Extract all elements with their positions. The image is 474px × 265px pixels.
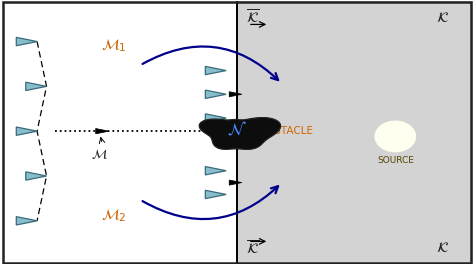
Ellipse shape <box>375 121 415 152</box>
Polygon shape <box>205 66 226 75</box>
Text: $\mathcal{M}_2$: $\mathcal{M}_2$ <box>101 207 127 224</box>
Text: $\mathcal{K}$: $\mathcal{K}$ <box>436 241 449 255</box>
Polygon shape <box>16 217 37 225</box>
Text: $\mathcal{N}$: $\mathcal{N}$ <box>227 121 246 139</box>
Bar <box>0 1 237 264</box>
Polygon shape <box>205 114 226 122</box>
Polygon shape <box>205 90 226 99</box>
Text: $\overline{\mathcal{K}}$: $\overline{\mathcal{K}}$ <box>246 239 259 257</box>
Polygon shape <box>16 127 37 135</box>
Polygon shape <box>26 82 46 91</box>
Text: $\mathcal{K}$: $\mathcal{K}$ <box>436 11 449 25</box>
Polygon shape <box>229 92 242 97</box>
Polygon shape <box>229 180 242 185</box>
Text: $\mathcal{M}_1$: $\mathcal{M}_1$ <box>101 37 127 54</box>
Polygon shape <box>205 166 226 175</box>
Polygon shape <box>16 37 37 46</box>
Polygon shape <box>205 190 226 199</box>
Polygon shape <box>96 129 109 134</box>
Text: SOURCE: SOURCE <box>377 156 414 165</box>
Text: $\overline{\mathcal{K}}$: $\overline{\mathcal{K}}$ <box>246 9 259 27</box>
Polygon shape <box>200 118 281 149</box>
Text: OBSTACLE: OBSTACLE <box>260 126 314 136</box>
Bar <box>237 1 474 264</box>
Polygon shape <box>26 172 46 180</box>
Text: $\mathcal{M}$: $\mathcal{M}$ <box>91 147 109 161</box>
